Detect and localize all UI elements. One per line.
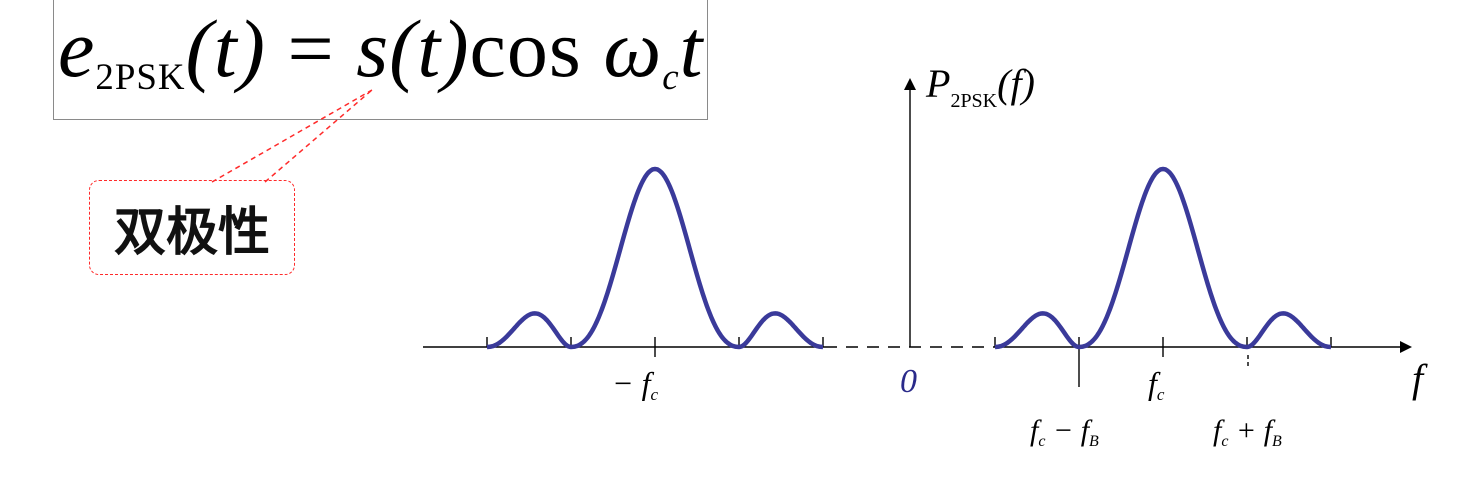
formula-lhs-arg: (t) bbox=[185, 3, 266, 94]
neg-carrier-text: − f bbox=[612, 365, 655, 401]
formula-lhs-symbol: e bbox=[58, 3, 96, 94]
y-axis-symbol: P bbox=[925, 61, 950, 106]
callout-connector bbox=[211, 89, 373, 183]
pos-carrier-sub: c bbox=[1157, 385, 1165, 404]
lower-edge-b: B bbox=[1089, 433, 1099, 450]
upper-edge-b: B bbox=[1272, 433, 1282, 450]
x-axis-label: f bbox=[1412, 356, 1428, 401]
formula-lhs-subscript: 2PSK bbox=[95, 55, 186, 97]
upper-edge-label: fc + fB bbox=[1213, 414, 1282, 450]
neg-carrier-label: − fc bbox=[612, 365, 658, 404]
y-axis-subscript: 2PSK bbox=[950, 90, 997, 112]
upper-edge-op: + f bbox=[1228, 414, 1275, 447]
callout-bipolar: 双极性 bbox=[89, 180, 295, 275]
formula-t: t bbox=[679, 3, 704, 94]
upper-edge-c: c bbox=[1221, 433, 1228, 450]
neg-carrier-sub: c bbox=[650, 385, 658, 404]
formula-equals: = bbox=[287, 3, 335, 94]
formula-signal-arg: (t) bbox=[389, 3, 470, 94]
formula-2psk: e2PSK(t) = s(t)cos ωct bbox=[58, 8, 703, 96]
lower-edge-c: c bbox=[1038, 433, 1045, 450]
lower-edge-op: − f bbox=[1045, 414, 1092, 447]
lower-edge-label: fc − fB bbox=[1030, 414, 1099, 450]
formula-omega: ω bbox=[603, 3, 663, 94]
spectrum-curves bbox=[486, 166, 1332, 350]
callout-label: 双极性 bbox=[113, 203, 270, 263]
negative-frequency-lobe bbox=[486, 166, 824, 350]
y-axis-label: P2PSK(f) bbox=[925, 61, 1035, 112]
positive-frequency-lobe bbox=[994, 166, 1332, 350]
formula-box bbox=[53, 0, 708, 120]
formula-signal: s bbox=[356, 3, 390, 94]
origin-label: 0 bbox=[900, 363, 917, 400]
formula-cos: cos bbox=[469, 3, 582, 94]
y-axis-arg: (f) bbox=[997, 61, 1035, 106]
pos-carrier-label: fc bbox=[1148, 365, 1165, 404]
formula-omega-sub: c bbox=[662, 55, 680, 97]
